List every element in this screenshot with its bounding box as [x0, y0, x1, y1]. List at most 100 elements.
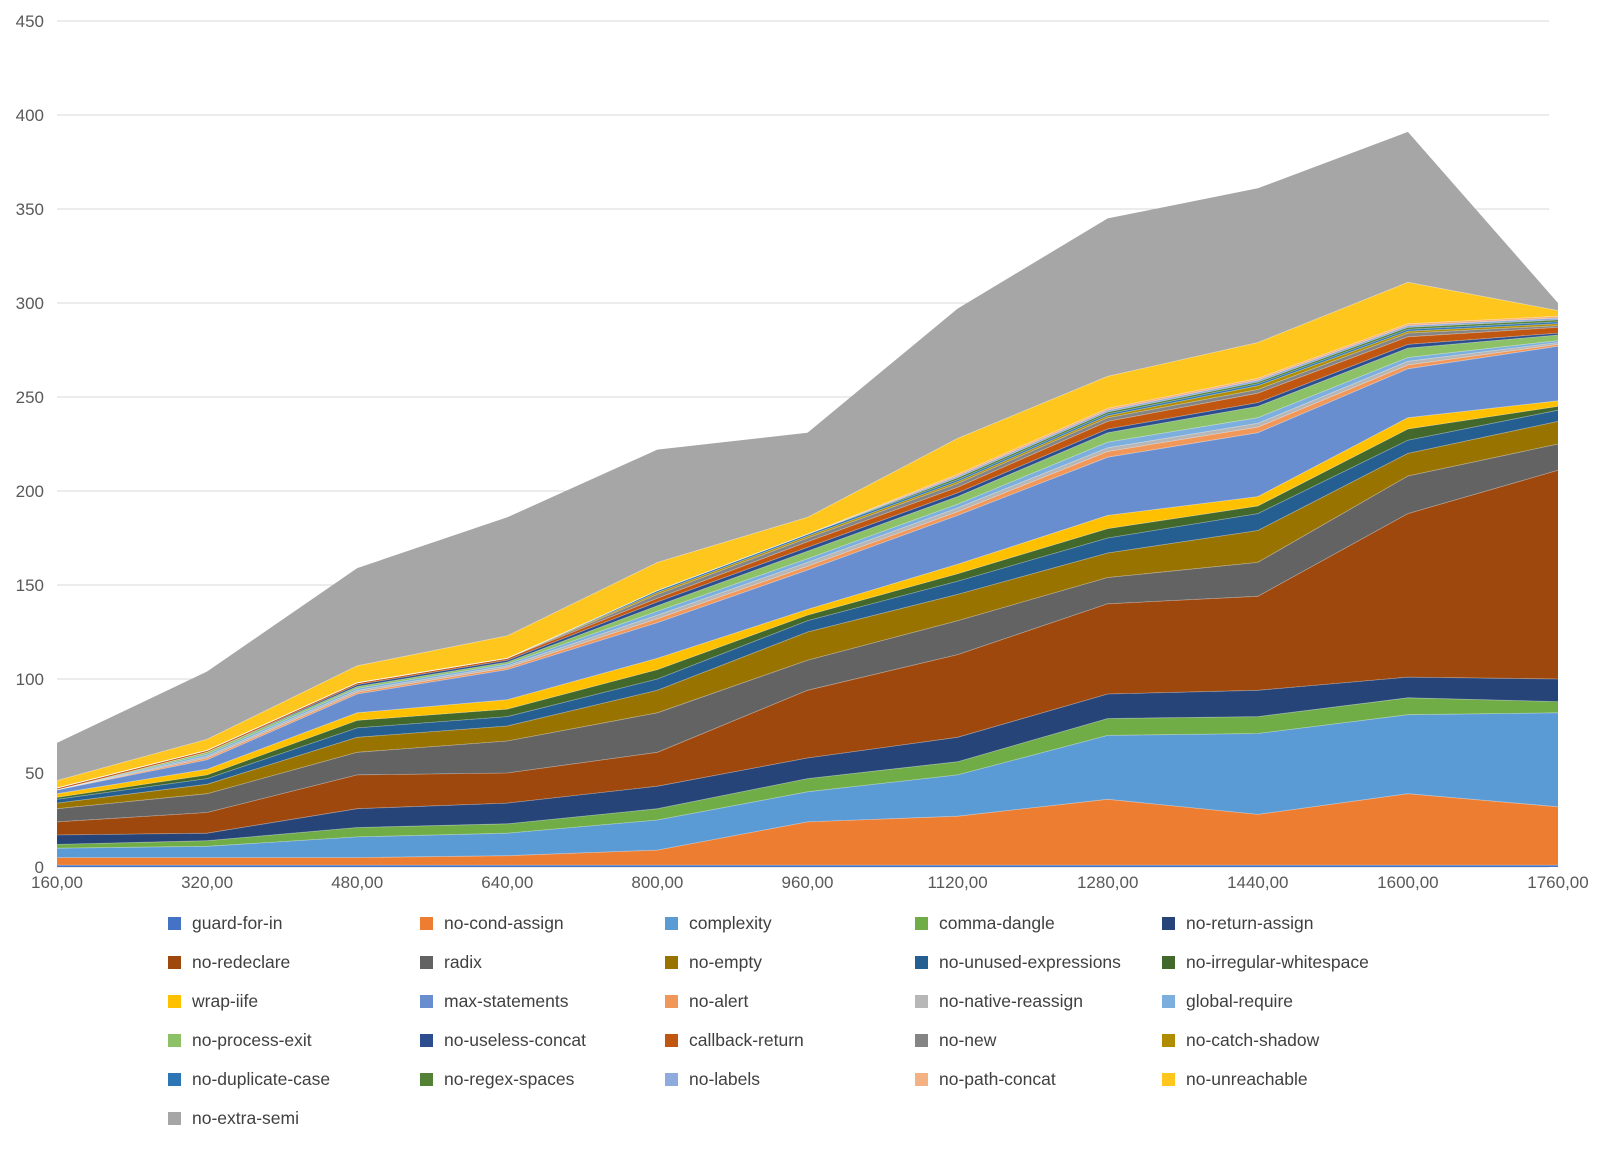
- y-axis-tick-label: 350: [16, 200, 44, 219]
- legend-label: no-labels: [689, 1069, 761, 1089]
- legend-item-guard-for-in[interactable]: guard-for-in: [168, 904, 420, 943]
- legend-item-no-redeclare[interactable]: no-redeclare: [168, 943, 420, 982]
- area-no-empty[interactable]: [57, 421, 1558, 809]
- band-separator: [56, 315, 1559, 789]
- legend-label: no-catch-shadow: [1186, 1030, 1320, 1050]
- legend-item-no-duplicate-case[interactable]: no-duplicate-case: [168, 1060, 420, 1099]
- legend-item-no-unused-expressions[interactable]: no-unused-expressions: [915, 943, 1162, 982]
- legend-item-no-native-reassign[interactable]: no-native-reassign: [915, 982, 1162, 1021]
- legend-label: no-new: [939, 1030, 997, 1050]
- legend-label: no-extra-semi: [192, 1108, 299, 1128]
- legend-item-no-cond-assign[interactable]: no-cond-assign: [420, 904, 665, 943]
- legend-item-no-process-exit[interactable]: no-process-exit: [168, 1021, 420, 1060]
- legend-label: no-native-reassign: [939, 991, 1083, 1011]
- y-axis-tick-label: 100: [16, 670, 44, 689]
- area-no-alert[interactable]: [57, 344, 1558, 790]
- legend-label: no-cond-assign: [444, 913, 564, 933]
- area-global-require[interactable]: [57, 340, 1558, 790]
- radix-swatch-icon: [420, 956, 433, 969]
- legend-item-no-regex-spaces[interactable]: no-regex-spaces: [420, 1060, 665, 1099]
- y-axis-tick-label: 200: [16, 482, 44, 501]
- legend-label: no-redeclare: [192, 952, 291, 972]
- band-separator: [56, 443, 1559, 810]
- legend-item-global-require[interactable]: global-require: [1162, 982, 1508, 1021]
- legend-item-radix[interactable]: radix: [420, 943, 665, 982]
- legend-item-no-extra-semi[interactable]: no-extra-semi: [168, 1099, 420, 1138]
- area-no-cond-assign[interactable]: [57, 793, 1558, 866]
- legend-label: no-return-assign: [1186, 913, 1314, 933]
- band-separator: [56, 409, 1559, 800]
- legend-item-no-catch-shadow[interactable]: no-catch-shadow: [1162, 1021, 1508, 1060]
- y-axis-tick-label: 400: [16, 106, 44, 125]
- legend-item-no-unreachable[interactable]: no-unreachable: [1162, 1060, 1508, 1099]
- area-comma-dangle[interactable]: [57, 697, 1558, 849]
- area-guard-for-in[interactable]: [57, 865, 1558, 867]
- y-axis-tick-label: 0: [35, 858, 44, 877]
- y-axis-tick-label: 150: [16, 576, 44, 595]
- area-no-native-reassign[interactable]: [57, 342, 1558, 790]
- legend-item-no-useless-concat[interactable]: no-useless-concat: [420, 1021, 665, 1060]
- legend-item-comma-dangle[interactable]: comma-dangle: [915, 904, 1162, 943]
- legend-item-no-return-assign[interactable]: no-return-assign: [1162, 904, 1508, 943]
- x-axis-tick-label: 1280,00: [1077, 873, 1138, 892]
- legend-label: no-alert: [689, 991, 749, 1011]
- legend-item-wrap-iife[interactable]: wrap-iife: [168, 982, 420, 1021]
- no-useless-concat-swatch-icon: [420, 1034, 433, 1047]
- x-axis-tick-label: 960,00: [782, 873, 834, 892]
- area-radix[interactable]: [57, 444, 1558, 822]
- band-separator: [56, 400, 1559, 795]
- area-no-unreachable[interactable]: [57, 282, 1558, 788]
- legend-item-no-alert[interactable]: no-alert: [665, 982, 915, 1021]
- legend-label: no-process-exit: [192, 1030, 312, 1050]
- band-separator: [56, 345, 1559, 791]
- band-separator: [56, 344, 1559, 791]
- area-no-process-exit[interactable]: [57, 335, 1558, 790]
- no-irregular-whitespace-swatch-icon: [1162, 956, 1175, 969]
- legend-label: global-require: [1186, 991, 1294, 1011]
- legend-label: radix: [444, 952, 482, 972]
- no-labels-swatch-icon: [665, 1073, 678, 1086]
- legend-label: no-empty: [689, 952, 762, 972]
- band-separator: [56, 281, 1559, 781]
- legend-item-max-statements[interactable]: max-statements: [420, 982, 665, 1021]
- band-separator: [57, 793, 1559, 858]
- band-separator: [56, 334, 1559, 791]
- legend-item-no-labels[interactable]: no-labels: [665, 1060, 915, 1099]
- x-axis-tick-label: 640,00: [481, 873, 533, 892]
- max-statements-swatch-icon: [420, 995, 433, 1008]
- no-native-reassign-swatch-icon: [915, 995, 928, 1008]
- no-unreachable-swatch-icon: [1162, 1073, 1175, 1086]
- legend-item-no-irregular-whitespace[interactable]: no-irregular-whitespace: [1162, 943, 1508, 982]
- band-separator: [56, 332, 1559, 791]
- legend-item-callback-return[interactable]: callback-return: [665, 1021, 915, 1060]
- band-separator: [56, 323, 1559, 789]
- legend-label: no-duplicate-case: [192, 1069, 331, 1089]
- x-axis-tick-label: 480,00: [331, 873, 383, 892]
- legend-label: no-unreachable: [1186, 1069, 1308, 1089]
- legend-label: comma-dangle: [939, 913, 1055, 933]
- no-return-assign-swatch-icon: [1162, 917, 1175, 930]
- legend-item-no-path-concat[interactable]: no-path-concat: [915, 1060, 1162, 1099]
- area-no-extra-semi[interactable]: [57, 131, 1558, 781]
- no-empty-swatch-icon: [665, 956, 678, 969]
- band-separator: [56, 321, 1559, 789]
- area-max-statements[interactable]: [57, 346, 1558, 794]
- comma-dangle-swatch-icon: [915, 917, 928, 930]
- band-separator: [56, 340, 1559, 791]
- legend-item-no-new[interactable]: no-new: [915, 1021, 1162, 1060]
- no-alert-swatch-icon: [665, 995, 678, 1008]
- area-no-return-assign[interactable]: [57, 677, 1558, 845]
- area-no-redeclare[interactable]: [57, 470, 1558, 835]
- legend-item-no-empty[interactable]: no-empty: [665, 943, 915, 982]
- y-axis-tick-label: 250: [16, 388, 44, 407]
- area-complexity[interactable]: [57, 712, 1558, 858]
- x-axis-tick-label: 1120,00: [927, 873, 987, 892]
- x-axis-tick-label: 1600,00: [1377, 873, 1438, 892]
- area-no-unused-expressions[interactable]: [57, 410, 1558, 804]
- global-require-swatch-icon: [1162, 995, 1175, 1008]
- chart-legend: guard-for-in no-cond-assign complexity comm…: [168, 904, 1508, 1138]
- y-axis-tick-label: 450: [16, 12, 44, 31]
- band-separator: [56, 317, 1559, 789]
- band-separator: [56, 319, 1559, 789]
- legend-item-complexity[interactable]: complexity: [665, 904, 915, 943]
